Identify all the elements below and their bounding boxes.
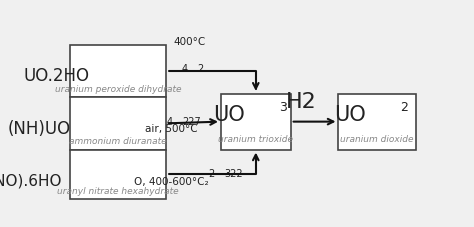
Text: ammonium diuranate: ammonium diuranate [69, 137, 167, 146]
Text: 2: 2 [197, 64, 204, 74]
Text: 3: 3 [279, 101, 287, 114]
Text: uranium dioxide: uranium dioxide [340, 135, 414, 144]
Text: 2: 2 [209, 169, 215, 179]
FancyBboxPatch shape [338, 94, 416, 150]
FancyBboxPatch shape [70, 150, 166, 199]
Text: UO(NO).6HO: UO(NO).6HO [0, 174, 63, 189]
Text: 4: 4 [182, 64, 188, 74]
Text: 4: 4 [166, 117, 173, 127]
Text: O, 400-600°C₂: O, 400-600°C₂ [134, 177, 209, 187]
FancyBboxPatch shape [70, 97, 166, 150]
Text: UO: UO [334, 105, 366, 125]
Text: uranium peroxide dihydrate: uranium peroxide dihydrate [55, 85, 181, 94]
Text: (NH)UO: (NH)UO [8, 120, 71, 138]
Text: air, 500°C: air, 500°C [145, 124, 198, 134]
Text: 227: 227 [182, 117, 201, 127]
Text: H2: H2 [286, 91, 317, 111]
Text: UO: UO [213, 105, 245, 125]
Text: 322: 322 [224, 169, 242, 179]
FancyBboxPatch shape [221, 94, 291, 150]
FancyBboxPatch shape [70, 45, 166, 97]
Text: 2: 2 [400, 101, 408, 114]
Text: uranyl nitrate hexahydrate: uranyl nitrate hexahydrate [57, 187, 179, 196]
Text: UO.2HO: UO.2HO [23, 67, 89, 85]
Text: 400°C: 400°C [173, 37, 206, 47]
Text: uranium trioxide: uranium trioxide [219, 135, 293, 144]
